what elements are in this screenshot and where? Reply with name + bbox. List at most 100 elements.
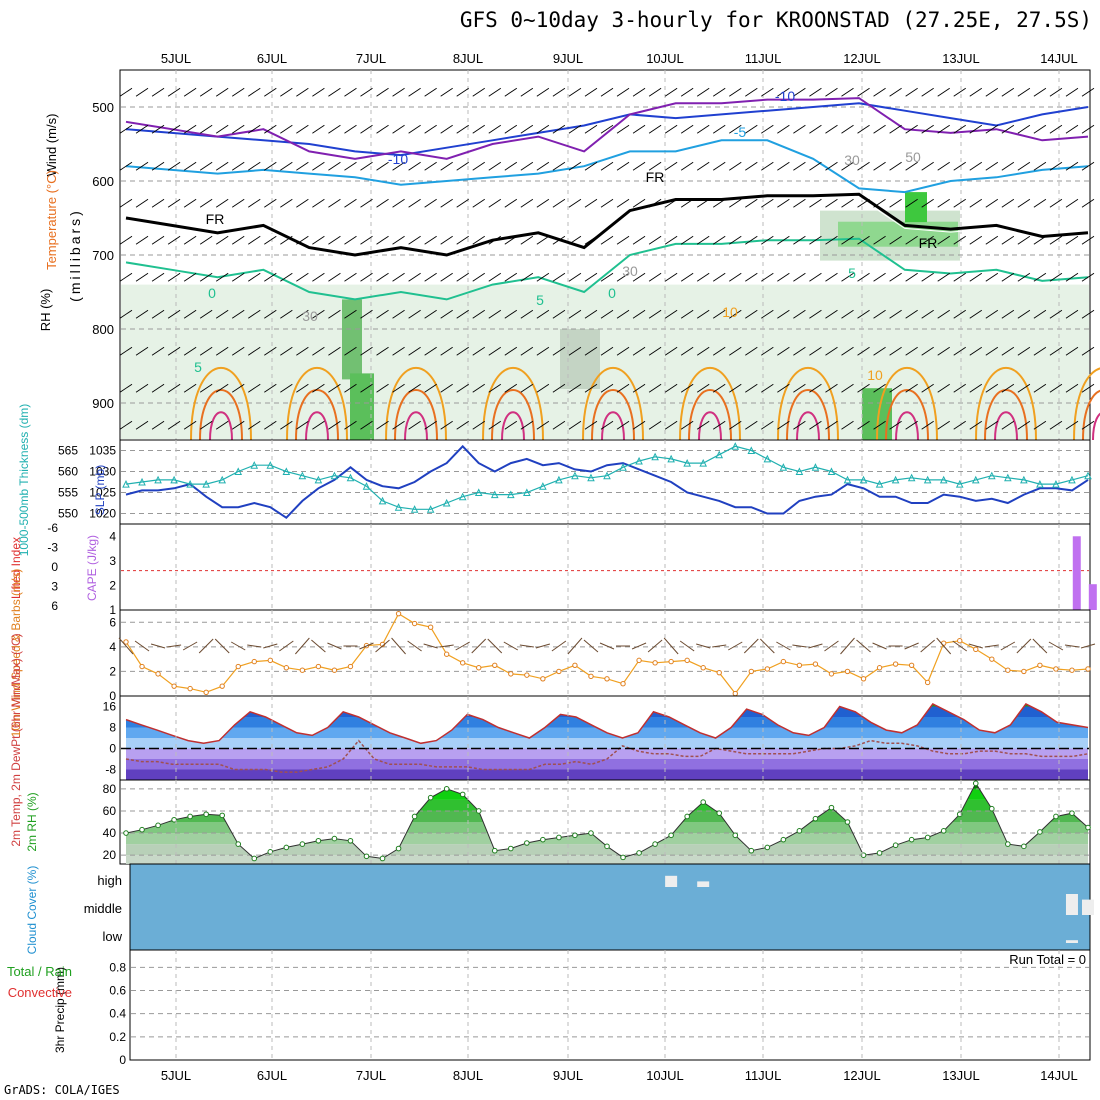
ua-wind-barb	[167, 235, 181, 245]
ua-wind-barb	[376, 87, 389, 97]
ua-wind-barb	[1081, 124, 1095, 134]
ua-wind-barb	[616, 235, 630, 245]
ua-wind-barb	[248, 272, 261, 282]
ua-wind-barb	[985, 309, 999, 319]
ua-wind-barb	[761, 235, 774, 245]
wind-speed-point	[283, 665, 290, 671]
ua-wind-barb	[488, 420, 502, 430]
ua-wind-barb	[215, 272, 229, 282]
wind-speed-point	[684, 657, 690, 664]
ua-wind-barb	[552, 309, 566, 319]
ua-wind-barb	[953, 346, 966, 356]
ua-wind-barb	[761, 124, 774, 134]
rh-band	[126, 844, 1088, 856]
rh-point	[508, 845, 514, 852]
wind-barb-10m	[519, 644, 534, 648]
wind-speed-point	[267, 657, 273, 664]
wind-barb-10m	[487, 638, 503, 654]
ua-wind-barb	[809, 124, 822, 134]
ua-wind-barb	[1017, 235, 1031, 245]
rh-point	[171, 816, 177, 823]
ua-wind-barb	[985, 124, 999, 134]
ua-wind-barb	[135, 124, 149, 134]
ua-wind-barb	[761, 198, 774, 208]
thickness-point	[763, 454, 772, 463]
ua-contour-label: -10	[388, 151, 408, 167]
ua-wind-barb	[296, 420, 309, 430]
ua-wind-barb	[841, 309, 854, 319]
ua-isotherm-5	[125, 237, 1089, 301]
temp-tick-label: -8	[105, 763, 116, 777]
ua-wind-barb	[424, 161, 437, 171]
ua-wind-barb	[552, 124, 566, 134]
ua-wind-barb	[921, 235, 934, 245]
ua-wind-barb	[376, 346, 389, 356]
ua-wind-barb	[392, 346, 405, 356]
ua-wind-barb	[873, 346, 886, 356]
ua-wind-barb	[520, 383, 534, 393]
wind-speed-point	[876, 665, 883, 671]
ua-wind-barb	[296, 161, 309, 171]
wind-barb-10m	[583, 639, 599, 653]
ua-wind-barb	[504, 309, 518, 319]
ua-wind-barb	[280, 198, 293, 208]
thickness-point	[827, 467, 836, 475]
thickness-point	[971, 475, 980, 484]
wind-barb-10m	[214, 638, 230, 654]
cloud-layer: high middle low	[84, 873, 1094, 944]
ua-wind-barb	[408, 309, 421, 319]
ua-wind-barb	[392, 198, 405, 208]
ua-wind-barb	[1081, 161, 1095, 171]
ua-wind-barb	[889, 235, 902, 245]
ua-wind-barb	[584, 383, 598, 393]
ua-wind-barb	[536, 87, 550, 97]
ua-wind-barb	[712, 272, 726, 282]
ua-wind-barb	[248, 420, 261, 430]
wind-tick-label: 2	[109, 664, 116, 678]
rh-point	[844, 819, 851, 825]
ua-wind-barb	[231, 87, 245, 97]
ua-wind-barb	[119, 309, 133, 319]
ua-wind-barb	[696, 346, 710, 356]
ua-wind-barb	[344, 87, 357, 97]
ua-wind-barb	[969, 309, 983, 319]
ua-wind-barb	[841, 346, 854, 356]
ua-wind-barb	[392, 235, 405, 245]
ua-wind-barb	[777, 161, 790, 171]
wind-speed-point	[716, 669, 722, 676]
ua-wind-barb	[215, 124, 229, 134]
thickness-point	[699, 458, 708, 467]
ua-ylabel: (millibars)	[67, 208, 83, 302]
ua-wind-barb	[1001, 198, 1015, 208]
ua-wind-barb	[248, 383, 261, 393]
thickness-point	[635, 456, 643, 465]
wind-speed-point	[957, 638, 963, 644]
wind-barb-10m	[535, 643, 551, 649]
ua-wind-barb	[1065, 124, 1079, 134]
wind-speed-point	[989, 656, 995, 662]
ua-wind-barb	[953, 309, 966, 319]
ua-wind-barb	[953, 420, 966, 430]
ua-wind-barb	[825, 346, 838, 356]
ua-wind-barb	[151, 161, 165, 171]
ua-wind-barb	[520, 346, 534, 356]
thickness-point	[811, 463, 820, 471]
wind-speed-point	[443, 651, 450, 657]
wind-barb-10m	[391, 637, 406, 655]
ua-wind-barb	[745, 420, 758, 430]
ua-wind-barb	[456, 346, 469, 356]
ua-wind-barb	[680, 87, 694, 97]
ua-wind-barb	[777, 346, 790, 356]
li-tick-label: -3	[47, 541, 58, 555]
ua-wind-barb	[1017, 272, 1031, 282]
wind-barb-10m	[1064, 644, 1080, 648]
ua-wind-barb	[568, 198, 582, 208]
thickness-point	[170, 475, 178, 484]
ua-wind-barb	[745, 272, 758, 282]
panel-cape-frame	[119, 523, 1091, 611]
wind-barb-10m	[567, 637, 583, 655]
ua-wind-barb	[199, 198, 213, 208]
ua-isotherm-minus15	[125, 97, 1089, 160]
wind-speed-point	[748, 668, 754, 675]
